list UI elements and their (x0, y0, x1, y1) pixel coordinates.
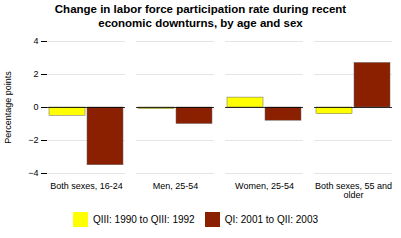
html-text:QIII: 1990 to QIII: 1992: QIII: 1990 to QIII: 1992 (92, 213, 195, 225)
svg-text:Men, 25-54: Men, 25-54 (153, 180, 199, 190)
svg-text:Both sexes, 16-24: Both sexes, 16-24 (50, 180, 123, 190)
svg-text:Percentage points: Percentage points (3, 70, 13, 143)
svg-text:−2: −2 (28, 135, 38, 145)
svg-text:4: 4 (33, 36, 38, 46)
svg-text:2: 2 (33, 69, 38, 79)
svg-text:0: 0 (33, 102, 38, 112)
svg-text:−4: −4 (28, 168, 38, 178)
html-text:Change in labor force particip: Change in labor force participation rate… (54, 3, 347, 29)
svg-text:Both sexes, 55 andolder: Both sexes, 55 andolder (315, 180, 392, 199)
svg-text:Women, 25-54: Women, 25-54 (235, 180, 294, 190)
html-text:QI: 2001 to QII: 2003: QI: 2001 to QII: 2003 (224, 213, 319, 225)
